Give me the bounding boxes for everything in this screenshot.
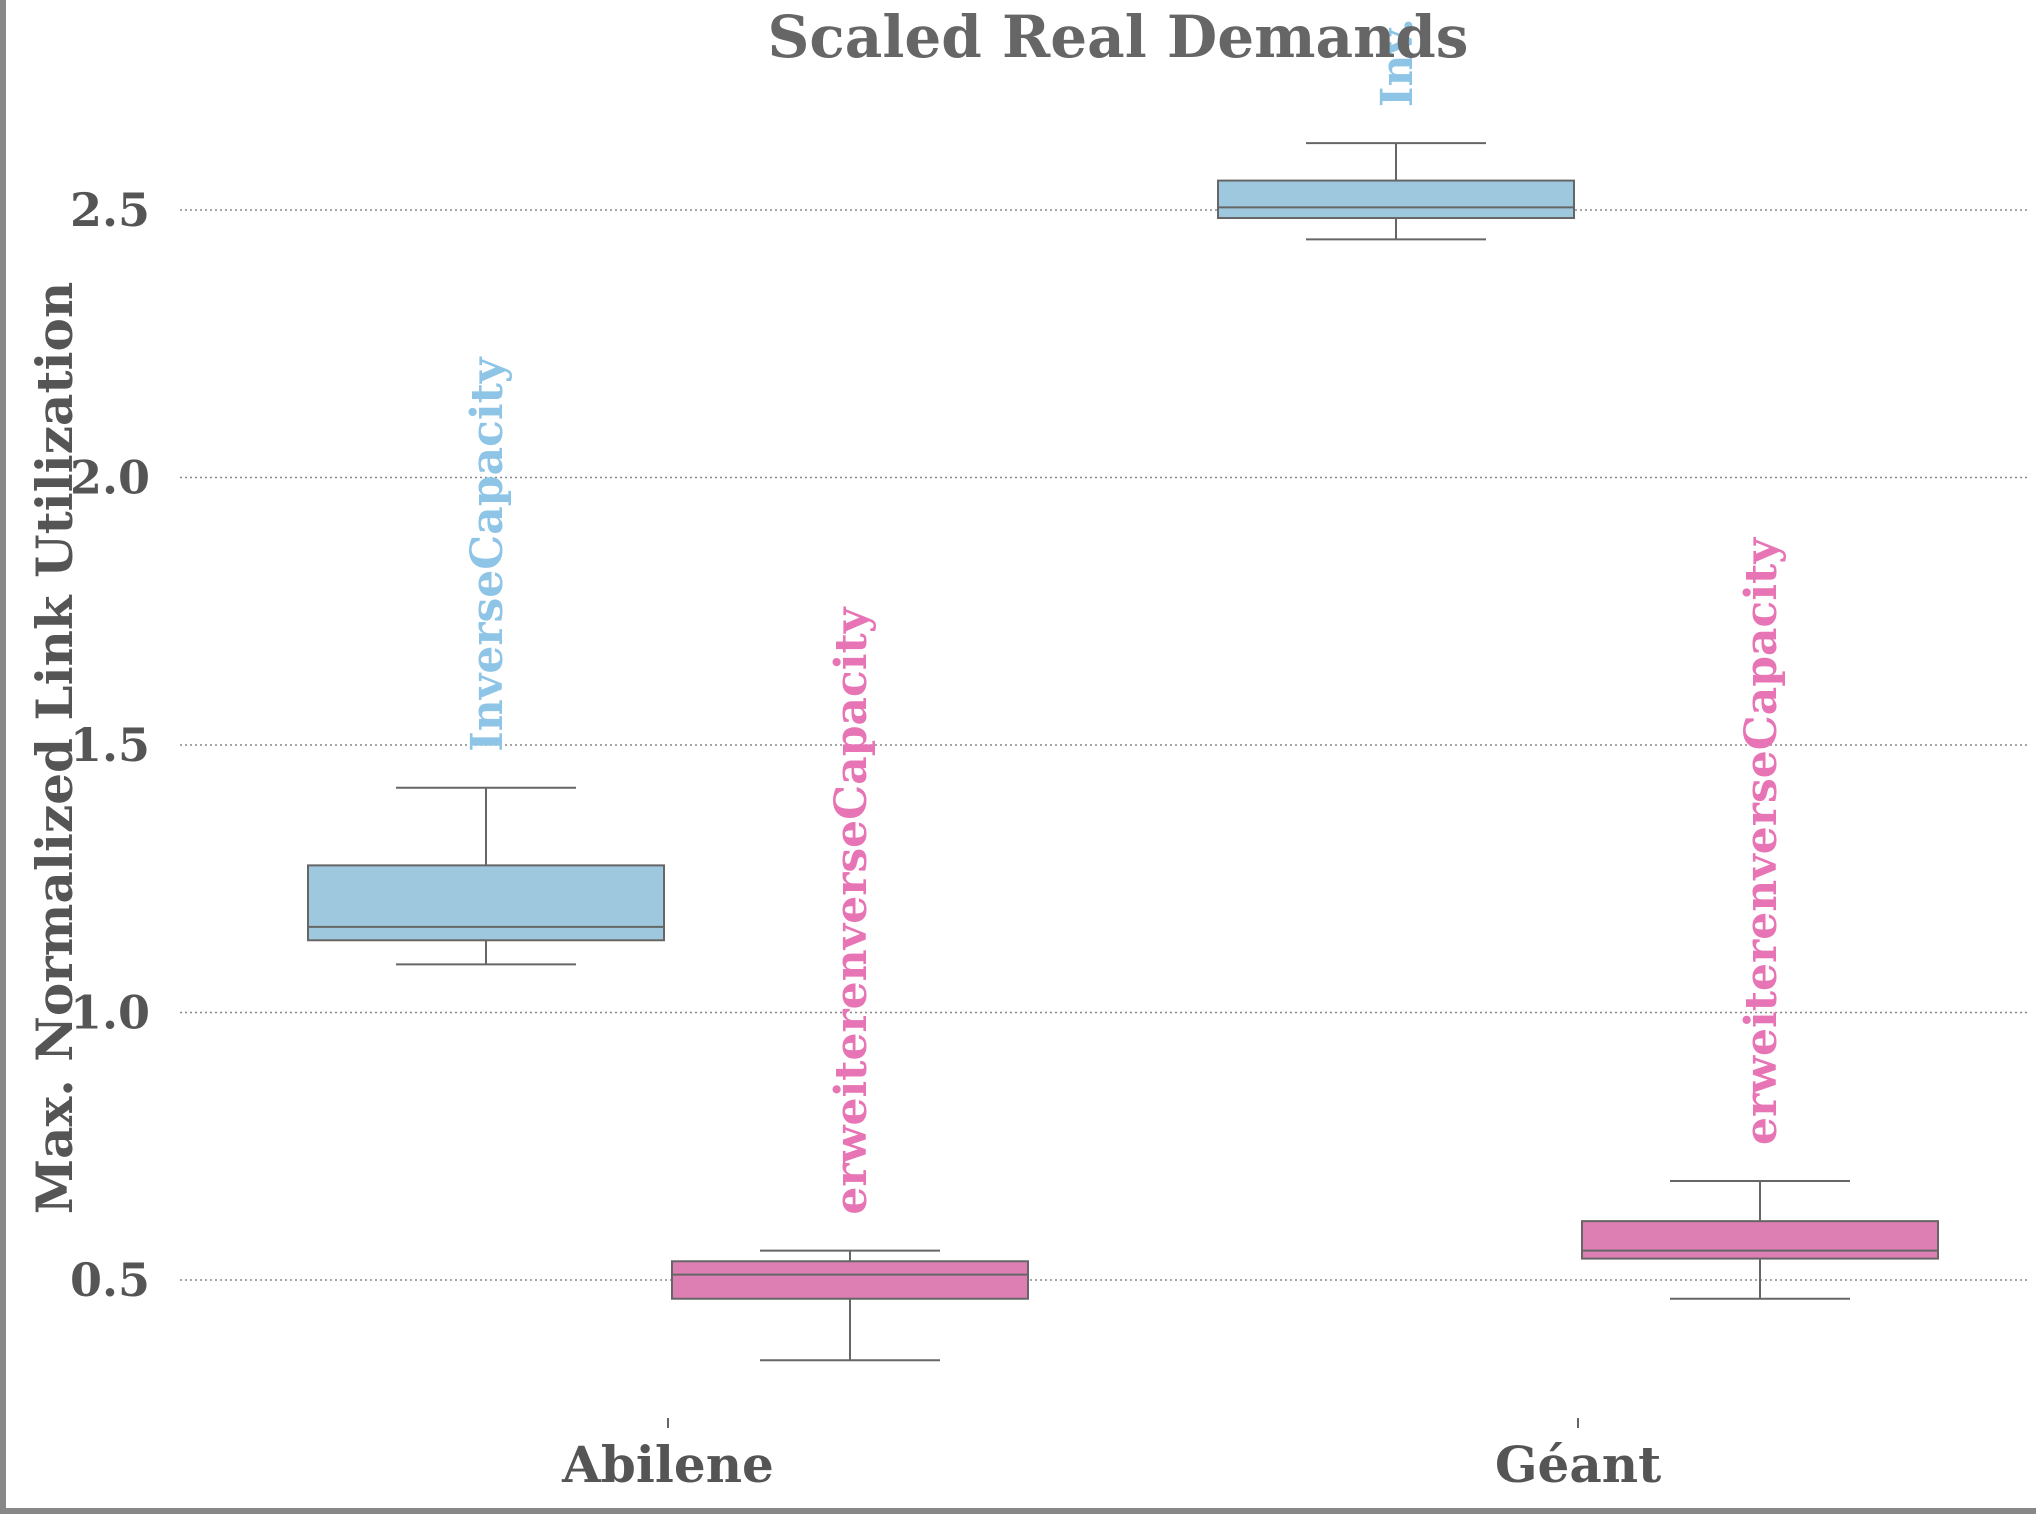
iqr-box [1217,179,1575,220]
x-tick-label: Géant [1495,1435,1661,1494]
iqr-box [1581,1220,1939,1260]
box-annotation: erweiterenverseCapacity [1736,537,1787,1145]
chart-title: Scaled Real Demands [768,3,1469,71]
iqr-box [307,864,665,942]
boxes [307,142,1939,1362]
y-tick-label: 2.0 [70,451,150,505]
grid-lines [180,209,2030,1281]
iqr-box [671,1260,1029,1300]
x-ticks: Abilene Géant [561,1418,1661,1494]
box-annotation: InverseCapacity [462,356,513,752]
y-axis-label: Max. Normalized Link Utilization [25,282,84,1214]
y-tick-label: 0.5 [70,1253,150,1307]
y-tick-label: 1.5 [70,718,150,772]
y-tick-label: 2.5 [70,183,150,237]
y-tick-labels: 0.5 1.0 1.5 2.0 2.5 [70,183,150,1307]
box-gant-0 [1217,142,1575,241]
y-tick-label: 1.0 [70,986,150,1040]
box-abilene-0 [307,786,665,966]
box-annotation: Inv. [1372,18,1423,107]
x-tick-label: Abilene [561,1435,774,1494]
box-gant-1 [1581,1180,1939,1300]
box-abilene-1 [671,1249,1029,1362]
box-annotation: erweiterenverseCapacity [826,606,877,1214]
annotations: InverseCapacity Inv. erweiterenverseCapaci… [462,18,1787,1214]
